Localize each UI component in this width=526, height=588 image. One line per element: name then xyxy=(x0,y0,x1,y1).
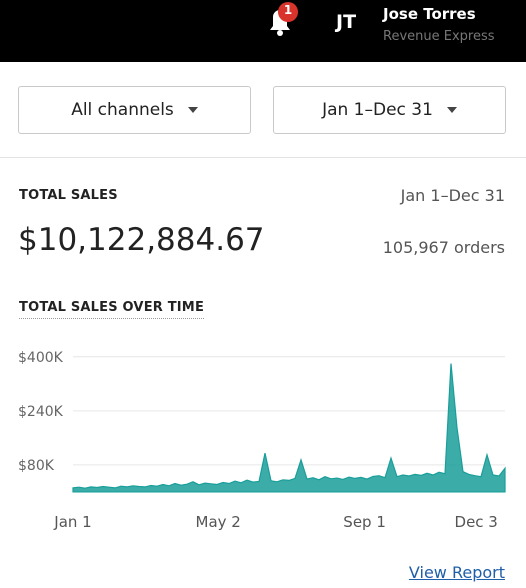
x-tick-label: Dec 3 xyxy=(455,513,498,531)
chart-title: TOTAL SALES OVER TIME xyxy=(19,300,205,319)
view-report-link[interactable]: View Report xyxy=(408,563,505,582)
x-tick-label: Sep 1 xyxy=(343,513,386,531)
user-name: Jose Torres xyxy=(383,5,476,23)
caret xyxy=(446,107,457,113)
summary-date: Jan 1–Dec 31 xyxy=(400,186,505,205)
chart: $80K $240K $400K Jan 1 May 2 Sep 1 Dec 3 xyxy=(18,350,506,531)
top-bar: 1 JT Jose Torres Revenue Express xyxy=(0,0,526,62)
channel-dropdown[interactable]: All channels xyxy=(18,86,251,134)
x-tick-label: Jan 1 xyxy=(53,513,91,531)
caret xyxy=(187,107,198,113)
total-amount: $10,122,884.67 xyxy=(18,222,265,258)
company-name: Revenue Express xyxy=(383,29,495,44)
user-initials[interactable]: JT xyxy=(336,11,357,33)
x-tick-label: May 2 xyxy=(196,513,241,531)
notification-bell[interactable] xyxy=(262,0,304,40)
date-dropdown[interactable]: Jan 1–Dec 31 xyxy=(273,86,506,134)
y-tick-label: $400K xyxy=(18,350,64,366)
y-tick-label: $80K xyxy=(18,458,55,474)
area xyxy=(72,363,506,493)
dropdown-label: All channels xyxy=(71,100,174,120)
divider xyxy=(0,157,526,158)
y-tick-label: $240K xyxy=(18,404,64,420)
dropdown-label: Jan 1–Dec 31 xyxy=(322,100,433,120)
badge-count: 1 xyxy=(283,3,293,17)
orders-count: 105,967 orders xyxy=(382,238,505,257)
summary-label: TOTAL SALES xyxy=(19,188,118,203)
